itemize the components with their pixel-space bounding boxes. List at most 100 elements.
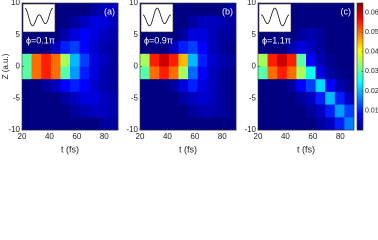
heatmap-cell: [325, 104, 336, 118]
heatmap-cell: [325, 66, 336, 80]
x-tick-label: 60: [72, 132, 81, 141]
heatmap-cell: [197, 66, 208, 80]
heatmap-cell: [178, 104, 189, 118]
heatmap-cell: [168, 66, 179, 80]
colorbar-segment: [357, 108, 363, 111]
heatmap-cell: [277, 41, 288, 55]
heatmap-cell: [197, 104, 208, 118]
colorbar-segment: [357, 30, 363, 34]
heatmap-cell: [50, 104, 61, 118]
heatmap-cell: [334, 28, 345, 42]
colorbar-segment: [357, 88, 363, 91]
colorbar-segment: [357, 112, 363, 115]
heatmap-cell: [226, 15, 237, 29]
x-tick-label: 20: [18, 132, 27, 141]
heatmap-cell: [79, 3, 90, 16]
heatmap-cell: [140, 91, 150, 105]
heatmap-cell: [140, 104, 150, 118]
heatmap-cell: [286, 117, 297, 131]
colorbar-segment: [357, 60, 363, 63]
heatmap-cell: [98, 41, 109, 55]
heatmap-cell: [315, 66, 326, 80]
heatmap-cell: [315, 104, 326, 118]
heatmap-cell: [50, 53, 61, 67]
heatmap-cell: [207, 91, 218, 105]
heatmap-cell: [22, 41, 32, 55]
heatmap-cell: [159, 53, 170, 67]
heatmap-cell: [267, 53, 278, 67]
colorbar-segment: [357, 114, 363, 117]
y-tick-label: -5: [131, 93, 139, 102]
heatmap-cell: [226, 66, 237, 80]
heatmap-cell: [226, 117, 237, 131]
heatmap-cell: [306, 117, 316, 131]
heatmap-cell: [258, 104, 268, 118]
heatmap-cell: [286, 79, 297, 93]
y-tick-label: 10: [129, 0, 138, 7]
heatmap-cell: [188, 28, 198, 42]
heatmap-cell: [344, 3, 355, 16]
colorbar-segment: [357, 44, 363, 48]
heatmap-cell: [286, 3, 297, 16]
heatmap-cell: [188, 66, 198, 80]
heatmap-cell: [159, 91, 170, 105]
heatmap-cell: [188, 15, 198, 29]
heatmap-cell: [286, 53, 297, 67]
heatmap-cell: [258, 41, 268, 55]
colorbar-segment: [357, 38, 363, 42]
y-tick-label: 0: [134, 62, 139, 71]
colorbar-segment: [357, 122, 363, 125]
phase-annotation: ϕ=0.9π: [144, 35, 173, 45]
heatmap-cell: [277, 28, 288, 42]
colorbar-tick-label: 0.05: [365, 29, 378, 36]
colorbar-segment: [357, 52, 363, 55]
heatmap-cell: [325, 3, 336, 16]
colorbar-segment: [357, 58, 363, 61]
inset-box: [140, 3, 174, 33]
heatmap-cell: [79, 66, 90, 80]
y-tick-label: 10: [247, 0, 256, 7]
heatmap-cell: [108, 104, 119, 118]
heatmap-cell: [188, 53, 198, 67]
colorbar-segment: [357, 54, 363, 57]
heatmap-cell: [344, 79, 355, 93]
heatmap-cell: [140, 41, 150, 55]
colorbar-tick-label: 0.04: [365, 49, 378, 56]
heatmap-cell: [70, 3, 80, 16]
heatmap-cell: [344, 28, 355, 42]
colorbar-segment: [357, 48, 363, 52]
heatmap-cell: [70, 117, 80, 131]
heatmap-cell: [178, 15, 189, 29]
panel-label: (a): [104, 6, 115, 16]
heatmap-cell: [178, 53, 189, 67]
heatmap-cell: [70, 53, 80, 67]
heatmap-cell: [108, 15, 119, 29]
heatmap-cell: [216, 91, 227, 105]
colorbar-segment: [357, 118, 363, 121]
heatmap-cell: [70, 28, 80, 42]
inset-box: [22, 3, 56, 33]
heatmap-cell: [197, 41, 208, 55]
heatmap-cell: [344, 41, 355, 55]
heatmap-cell: [70, 91, 80, 105]
heatmap-cell: [22, 79, 32, 93]
heatmap-cell: [98, 79, 109, 93]
heatmap-cell: [70, 66, 80, 80]
heatmap-cell: [334, 91, 345, 105]
heatmap-cell: [207, 53, 218, 67]
heatmap-cell: [334, 3, 345, 16]
heatmap-cell: [226, 104, 237, 118]
colorbar-segment: [357, 34, 363, 38]
heatmap-cell: [89, 15, 100, 29]
colorbar-segment: [357, 72, 363, 75]
inset-waveform: [260, 7, 290, 27]
heatmap-cell: [325, 79, 336, 93]
heatmap-cell: [149, 28, 160, 42]
heatmap-cell: [197, 79, 208, 93]
colorbar-segment: [357, 10, 363, 14]
heatmap-cell: [315, 15, 326, 29]
heatmap-cell: [60, 41, 71, 55]
x-tick-label: 20: [254, 132, 263, 141]
heatmap-cell: [277, 66, 288, 80]
heatmap-cell: [207, 104, 218, 118]
